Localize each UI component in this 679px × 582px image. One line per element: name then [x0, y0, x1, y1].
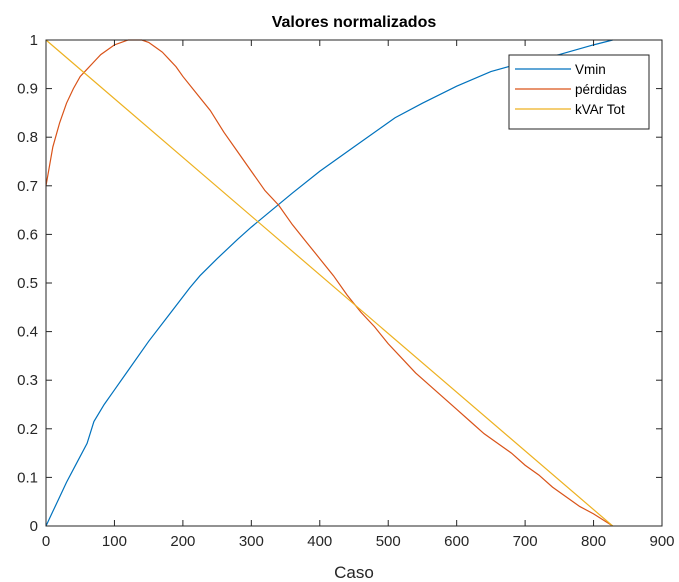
y-tick-label: 0.6 — [17, 226, 38, 243]
legend-label-2: kVAr Tot — [575, 102, 625, 117]
x-tick-label: 100 — [102, 533, 127, 550]
y-tick-label: 0.3 — [17, 372, 38, 389]
x-tick-label: 600 — [444, 533, 469, 550]
x-tick-label: 400 — [307, 533, 332, 550]
legend-label-1: pérdidas — [575, 82, 627, 97]
series-line-0 — [45, 39, 613, 527]
x-tick-label: 200 — [170, 533, 195, 550]
series-layer — [45, 39, 614, 527]
series-line-2 — [45, 39, 614, 527]
y-tick-label: 0.7 — [17, 178, 38, 195]
series-line-1 — [45, 39, 614, 527]
x-tick-label: 500 — [376, 533, 401, 550]
y-tick-label: 0.9 — [17, 81, 38, 98]
y-tick-label: 0.4 — [17, 324, 38, 341]
chart-title: Valores normalizados — [272, 14, 437, 31]
y-tick-label: 1 — [30, 32, 38, 49]
x-tick-label: 800 — [581, 533, 606, 550]
y-tick-label: 0 — [30, 518, 38, 535]
x-tick-label: 700 — [513, 533, 538, 550]
y-tick-label: 0.2 — [17, 421, 38, 438]
ticks-layer: 0 100 200 300 400 500 600 700 800 900 0 0.1 0.2 0.3 0.… — [17, 32, 674, 550]
y-tick-label: 0.5 — [17, 275, 38, 292]
y-tick-label: 0.8 — [17, 129, 38, 146]
y-tick-label: 0.1 — [17, 469, 38, 486]
legend-box — [508, 54, 650, 130]
legend-label-0: Vmin — [575, 62, 606, 77]
legend: Vmin pérdidas kVAr Tot — [508, 54, 650, 130]
x-tick-label: 900 — [649, 533, 674, 550]
x-tick-label: 300 — [239, 533, 264, 550]
x-axis-label: Caso — [334, 563, 374, 582]
x-tick-label: 0 — [42, 533, 50, 550]
